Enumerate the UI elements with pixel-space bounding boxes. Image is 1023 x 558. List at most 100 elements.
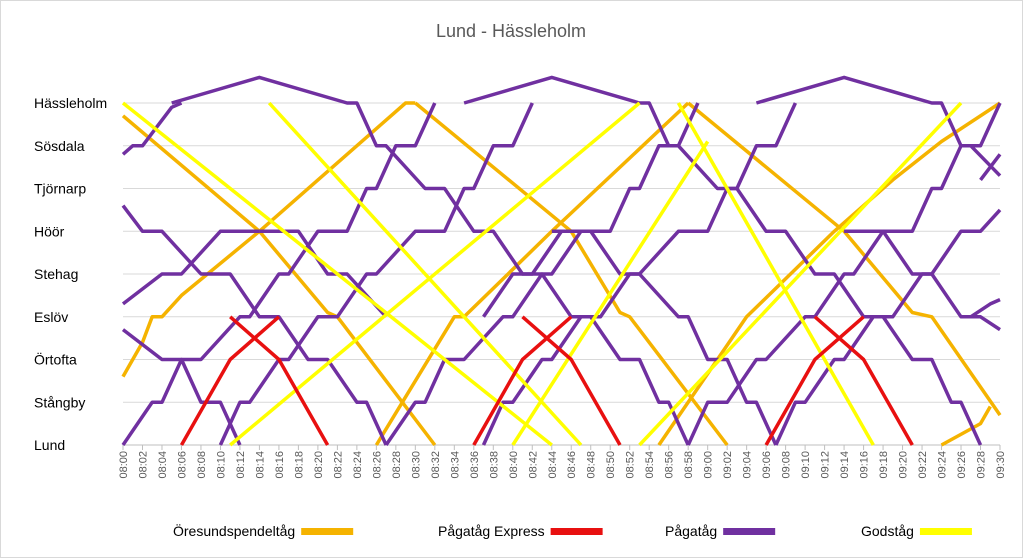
legend: Öresundspendeltåg Pågatåg Express Pågatåg G…	[173, 522, 972, 539]
x-tick-label: 08:48	[586, 451, 598, 479]
x-tick-label: 08:52	[625, 451, 637, 479]
x-tick-label: 08:32	[430, 451, 442, 479]
train-paths	[121, 75, 1002, 447]
train-path	[638, 101, 963, 447]
station-label: Örtofta	[34, 351, 77, 368]
train-path	[384, 102, 700, 446]
x-tick-label: 09:16	[859, 451, 871, 479]
x-tick-label: 08:08	[196, 451, 208, 479]
train-path	[267, 101, 583, 447]
x-tick-label: 08:10	[215, 451, 227, 479]
x-tick-label: 08:38	[488, 451, 500, 479]
x-tick-label: 08:58	[683, 451, 695, 479]
x-tick-label: 08:40	[508, 451, 520, 479]
train-path	[121, 102, 437, 446]
x-tick-label: 08:34	[449, 451, 461, 479]
x-tick-label: 08:14	[254, 451, 266, 479]
train-path	[463, 75, 983, 446]
x-tick-label: 09:24	[937, 451, 949, 479]
station-label: Sösdala	[34, 138, 85, 154]
station-labels: Lund Stångby Örtofta Eslöv Stehag Höör Tjörnar…	[34, 95, 107, 453]
x-tick-label: 08:04	[157, 451, 169, 479]
station-label: Stångby	[34, 394, 85, 410]
train-path	[551, 229, 778, 446]
train-path	[755, 75, 1002, 177]
x-tick-label: 08:46	[566, 451, 578, 479]
x-tick-label: 08:06	[176, 451, 188, 479]
x-tick-label: 09:14	[839, 451, 851, 479]
x-tick-label: 08:50	[605, 451, 617, 479]
legend-swatch	[301, 528, 354, 535]
x-tick-label: 09:12	[820, 451, 832, 479]
x-tick-label: 08:30	[410, 451, 422, 479]
legend-label: Pågatåg Express	[438, 523, 545, 539]
train-path	[687, 101, 1002, 417]
station-label: Lund	[34, 437, 65, 453]
train-path	[121, 101, 416, 378]
x-tick-label: 09:30	[995, 451, 1007, 479]
train-path	[121, 328, 242, 446]
x-tick-label: 09:02	[722, 451, 734, 479]
train-path	[121, 204, 388, 446]
train-path	[686, 102, 1002, 446]
train-path	[171, 75, 690, 446]
train-path	[121, 101, 553, 447]
x-tick-label: 09:20	[898, 451, 910, 479]
x-tick-label: 08:22	[332, 451, 344, 479]
series-group	[121, 101, 963, 447]
train-path	[511, 140, 710, 446]
train-path	[229, 315, 330, 446]
station-label: Hässleholm	[34, 95, 107, 111]
train-path	[121, 114, 437, 447]
train-path	[676, 102, 875, 446]
x-tick-label: 09:28	[976, 451, 988, 479]
train-path	[179, 315, 281, 446]
x-tick-label: 08:16	[274, 451, 286, 479]
train-path	[774, 208, 1002, 446]
x-tick-label: 09:22	[917, 451, 929, 479]
x-tick-label: 08:24	[352, 451, 364, 479]
x-tick-label: 08:54	[644, 451, 656, 479]
train-path	[218, 102, 534, 446]
legend-swatch	[919, 528, 972, 535]
x-tick-label: 09:06	[761, 451, 773, 479]
station-label: Höör	[34, 223, 65, 239]
x-tick-label: 08:00	[118, 451, 130, 479]
legend-label: Öresundspendeltåg	[173, 522, 295, 539]
train-path	[844, 229, 1001, 332]
train-path	[764, 315, 865, 446]
series-group	[121, 75, 1002, 446]
train-path	[472, 315, 573, 446]
train-path	[979, 153, 1002, 181]
legend-label: Pågatåg	[665, 523, 717, 539]
x-tick-label: 09:08	[781, 451, 793, 479]
station-label: Eslöv	[34, 309, 68, 325]
legend-swatch	[723, 528, 776, 535]
station-label: Tjörnarp	[34, 181, 86, 197]
x-tick-label: 08:12	[235, 451, 247, 479]
x-tick-label: 08:20	[313, 451, 325, 479]
legend-swatch	[550, 528, 603, 535]
train-path	[121, 101, 183, 156]
x-tick-label: 08:56	[664, 451, 676, 479]
chart-title: Lund - Hässleholm	[436, 21, 586, 41]
train-path	[414, 101, 729, 447]
x-tick-label: 09:10	[800, 451, 812, 479]
x-tick-label: 08:02	[137, 451, 149, 479]
train-path	[121, 229, 260, 306]
x-tick-label: 09:18	[878, 451, 890, 479]
x-tick-label: 09:00	[703, 451, 715, 479]
train-path	[521, 315, 622, 446]
x-tick-label: 08:26	[371, 451, 383, 479]
x-tick-labels: 08:00 08:02 08:04 08:06 08:08 08:10 08:12 08:14…	[118, 445, 1007, 479]
x-tick-label: 08:44	[547, 451, 559, 479]
train-path	[813, 315, 914, 446]
x-tick-label: 08:36	[469, 451, 481, 479]
x-tick-label: 09:04	[742, 451, 754, 479]
x-tick-label: 08:28	[391, 451, 403, 479]
train-path	[940, 405, 992, 447]
train-path	[969, 298, 1001, 319]
legend-label: Godståg	[861, 523, 914, 539]
